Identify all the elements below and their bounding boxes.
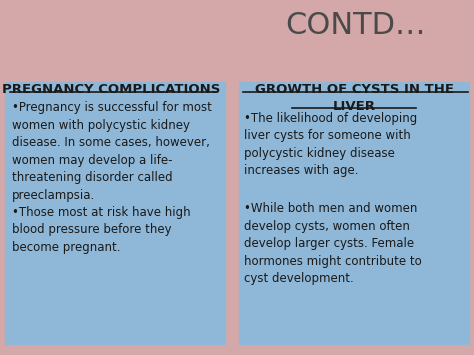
- FancyBboxPatch shape: [239, 82, 469, 344]
- Text: PREGNANCY COMPLICATIONS: PREGNANCY COMPLICATIONS: [2, 83, 220, 97]
- Text: CONTD…: CONTD…: [285, 11, 426, 40]
- Text: •While both men and women
develop cysts, women often
develop larger cysts. Femal: •While both men and women develop cysts,…: [244, 202, 422, 285]
- Text: LIVER: LIVER: [333, 100, 375, 113]
- FancyBboxPatch shape: [5, 82, 225, 344]
- Text: GROWTH OF CYSTS IN THE: GROWTH OF CYSTS IN THE: [255, 83, 454, 97]
- Text: •Pregnancy is successful for most
women with polycystic kidney
disease. In some : •Pregnancy is successful for most women …: [12, 101, 212, 202]
- Text: •Those most at risk have high
blood pressure before they
become pregnant.: •Those most at risk have high blood pres…: [12, 206, 191, 254]
- Text: •The likelihood of developing
liver cysts for someone with
polycystic kidney dis: •The likelihood of developing liver cyst…: [244, 112, 418, 178]
